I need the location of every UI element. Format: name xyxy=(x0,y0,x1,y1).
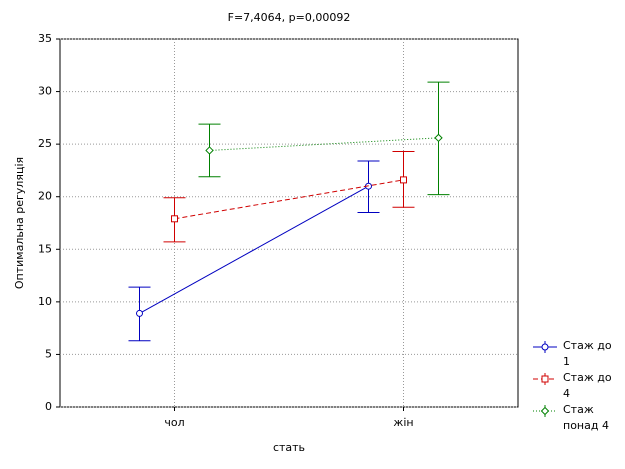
x-tick-label: чол xyxy=(164,416,184,429)
chart-title: F=7,4064, p=0,00092 xyxy=(228,11,351,24)
y-tick-label: 30 xyxy=(38,85,52,98)
y-tick-label: 15 xyxy=(38,242,52,255)
marker xyxy=(540,406,550,416)
y-tick-label: 25 xyxy=(38,137,52,150)
y-tick-label: 35 xyxy=(38,32,52,45)
x-axis-label: стать xyxy=(273,441,305,454)
marker xyxy=(136,309,143,317)
series-line xyxy=(139,185,369,314)
y-tick-label: 10 xyxy=(38,295,52,308)
marker xyxy=(541,375,549,383)
marker xyxy=(541,343,549,351)
legend-label: Стаж до 4 xyxy=(563,371,612,400)
marker xyxy=(434,133,443,143)
marker xyxy=(171,215,178,223)
x-tick-label: жін xyxy=(393,416,413,429)
legend-label: Стаж понад 4 xyxy=(563,403,609,432)
y-tick-label: 0 xyxy=(45,400,52,413)
series-line xyxy=(209,137,439,151)
marker xyxy=(400,176,407,184)
series-line xyxy=(174,179,404,220)
marker xyxy=(205,146,214,155)
y-tick-label: 5 xyxy=(45,347,52,360)
y-axis-label: Оптимальна регуляція xyxy=(13,157,26,289)
y-tick-label: 20 xyxy=(38,190,52,203)
plot-frame xyxy=(59,38,519,408)
legend-label: Стаж до 1 xyxy=(563,339,612,368)
